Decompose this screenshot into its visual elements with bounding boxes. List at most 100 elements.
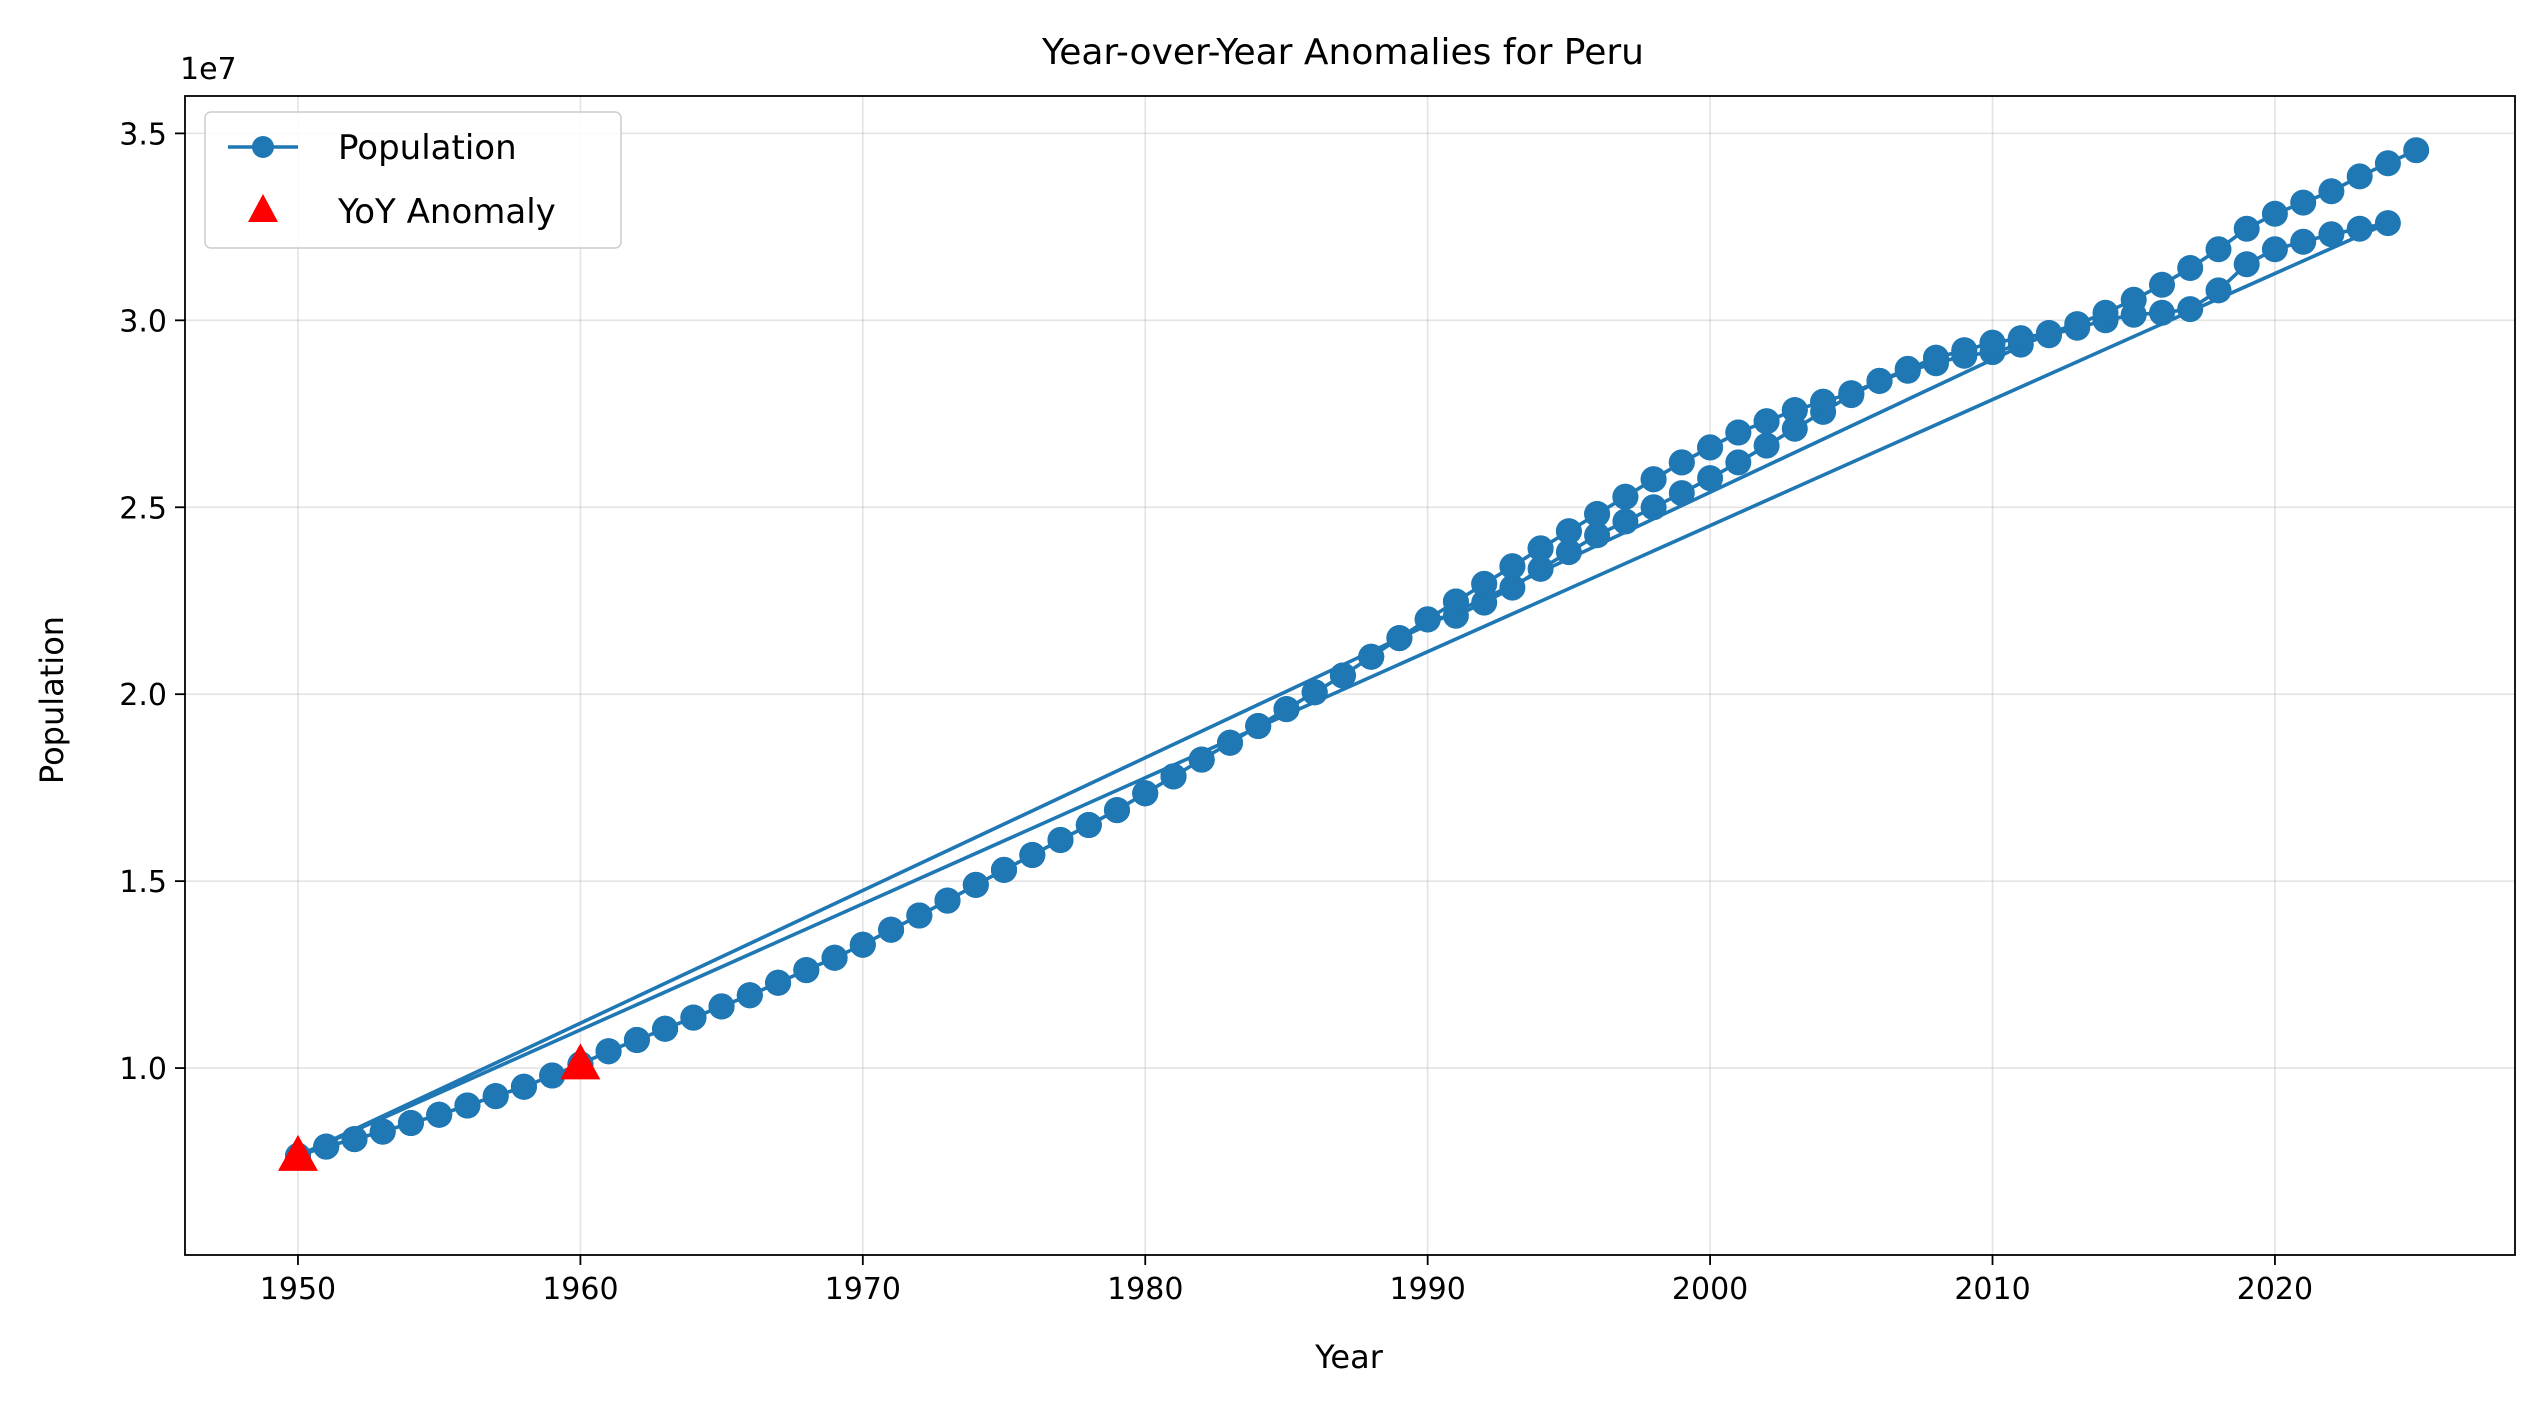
- population-point: [1612, 508, 1639, 535]
- x-tick-label: 2020: [2237, 1272, 2313, 1307]
- x-axis-label: Year: [1314, 1338, 1384, 1376]
- anomaly-marker: [560, 1043, 601, 1080]
- population-point: [1866, 367, 1893, 394]
- x-tick-label: 1980: [1107, 1272, 1183, 1307]
- population-point: [2261, 236, 2288, 263]
- population-line: [296, 148, 2417, 1158]
- x-tick-label: 2010: [1954, 1272, 2030, 1307]
- population-point: [1584, 522, 1611, 549]
- population-point: [1217, 729, 1243, 756]
- population-point: [991, 856, 1017, 883]
- population-point: [2036, 320, 2062, 346]
- population-point: [1019, 842, 1046, 868]
- population-point: [1245, 713, 1272, 739]
- population-point: [1781, 397, 1808, 424]
- population-point: [1640, 494, 1667, 521]
- population-point: [2205, 277, 2232, 304]
- legend: Population YoY Anomaly: [204, 111, 622, 249]
- population-point: [765, 969, 792, 996]
- population-point: [2261, 200, 2288, 227]
- population-point: [1753, 408, 1780, 435]
- population-point: [2403, 137, 2430, 164]
- y-tick-label: 3.5: [119, 117, 167, 152]
- legend-box: [204, 111, 622, 249]
- population-point: [1923, 344, 1949, 371]
- population-point: [2149, 271, 2175, 298]
- population-point: [1329, 662, 1356, 689]
- population-point: [2064, 311, 2091, 338]
- population-point: [482, 1083, 509, 1110]
- population-point: [1047, 827, 1074, 853]
- y-axis-offset-label: 1e7: [180, 52, 237, 87]
- legend-population-label: Population: [338, 128, 517, 168]
- x-tick-label: 1950: [260, 1272, 336, 1307]
- population-point: [1555, 518, 1582, 545]
- x-tick-label: 1970: [825, 1272, 901, 1307]
- population-point: [397, 1110, 424, 1136]
- population-point: [1979, 329, 2006, 356]
- population-point: [539, 1062, 566, 1089]
- legend-anomaly-label: YoY Anomaly: [337, 192, 556, 232]
- y-tick-label: 2.5: [119, 491, 167, 526]
- population-point: [2205, 236, 2232, 263]
- population-point: [2007, 325, 2034, 352]
- population-point: [2120, 286, 2147, 313]
- population-point: [2290, 189, 2317, 216]
- population-point: [1668, 480, 1695, 507]
- population-point: [1160, 763, 1187, 790]
- axes-frame: [184, 95, 2516, 1256]
- population-point: [2177, 296, 2204, 323]
- population-point: [2318, 221, 2345, 248]
- population-point: [1951, 337, 1978, 364]
- population-point: [426, 1101, 453, 1128]
- population-point: [849, 931, 876, 958]
- population-point: [1640, 466, 1667, 493]
- population-point: [2092, 299, 2119, 326]
- population-point: [708, 993, 735, 1020]
- population-point: [1499, 553, 1526, 580]
- population-point: [1499, 574, 1526, 601]
- population-point: [906, 902, 933, 929]
- population-point: [1104, 797, 1130, 824]
- y-tick-label: 1.5: [119, 865, 167, 900]
- population-point: [2374, 150, 2401, 177]
- population-point: [1471, 570, 1498, 597]
- population-point: [793, 957, 820, 984]
- population-point: [623, 1027, 650, 1053]
- legend-population-marker: [252, 136, 274, 158]
- population-point: [369, 1118, 396, 1145]
- ticks: 1950 1960 1970 1980 1990 2000 2010 2020 1.0 1.5 2.…: [119, 117, 2313, 1307]
- population-point: [1781, 415, 1808, 442]
- population-point: [341, 1126, 368, 1153]
- y-tick-label: 3.0: [119, 304, 167, 339]
- population-point: [1075, 812, 1102, 838]
- population-point: [1838, 380, 1865, 407]
- population-point: [1273, 696, 1300, 723]
- y-axis-label: Population: [33, 616, 71, 784]
- anomaly-marker: [277, 1134, 318, 1171]
- population-point: [821, 944, 848, 971]
- x-tick-label: 1990: [1389, 1272, 1465, 1307]
- population-point: [1697, 465, 1724, 492]
- population-point: [1753, 432, 1780, 459]
- population-point: [2346, 163, 2373, 190]
- population-point: [736, 982, 763, 1009]
- population-point: [680, 1004, 707, 1031]
- population-point: [1527, 535, 1554, 562]
- population-point: [1725, 419, 1752, 446]
- population-point: [1188, 746, 1215, 773]
- population-point: [2233, 215, 2260, 242]
- population-point: [1471, 589, 1498, 616]
- population-point: [595, 1038, 622, 1065]
- population-point: [878, 916, 905, 943]
- series-layer: [277, 137, 2430, 1171]
- population-point: [313, 1133, 340, 1160]
- x-tick-label: 2000: [1672, 1272, 1748, 1307]
- population-point: [1358, 643, 1385, 670]
- population-point: [962, 871, 989, 898]
- population-point: [2149, 299, 2175, 326]
- population-point: [1442, 588, 1469, 615]
- population-point: [2233, 251, 2260, 278]
- population-point: [1725, 449, 1752, 476]
